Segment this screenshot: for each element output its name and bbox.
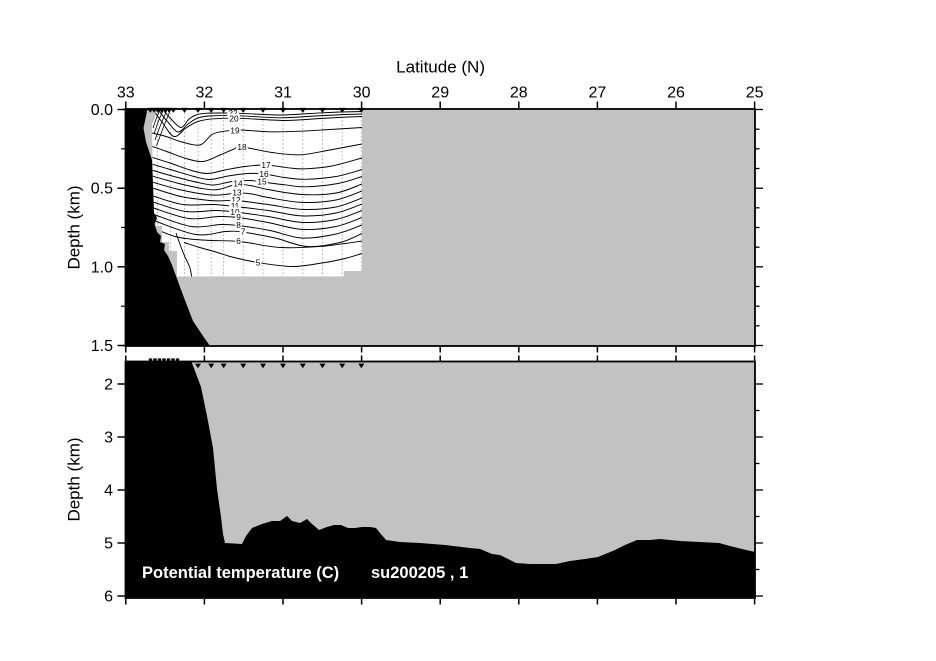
svg-text:Depth (km): Depth (km) [65, 185, 84, 269]
svg-text:7: 7 [241, 227, 246, 237]
svg-text:su200205 , 1: su200205 , 1 [371, 564, 468, 582]
svg-text:Latitude (N): Latitude (N) [396, 58, 485, 77]
svg-text:22: 22 [228, 108, 238, 118]
svg-text:5: 5 [104, 536, 113, 553]
svg-text:33: 33 [117, 85, 135, 102]
svg-text:3: 3 [104, 430, 113, 447]
svg-text:10: 10 [230, 207, 240, 217]
svg-text:4: 4 [104, 483, 113, 500]
svg-text:11: 11 [231, 201, 240, 211]
svg-text:31: 31 [274, 85, 292, 102]
svg-text:27: 27 [589, 85, 607, 102]
svg-text:32: 32 [196, 85, 214, 102]
svg-text:16: 16 [259, 169, 269, 179]
svg-text:26: 26 [667, 85, 685, 102]
svg-text:29: 29 [431, 85, 449, 102]
svg-text:2: 2 [104, 377, 113, 394]
svg-text:15: 15 [257, 177, 267, 187]
svg-text:5: 5 [256, 258, 261, 268]
svg-text:20: 20 [229, 113, 239, 123]
svg-text:1.0: 1.0 [91, 259, 113, 276]
svg-text:1.5: 1.5 [91, 338, 113, 355]
svg-text:13: 13 [232, 188, 242, 198]
svg-text:30: 30 [353, 85, 371, 102]
svg-text:17: 17 [261, 160, 271, 170]
svg-text:18: 18 [237, 142, 247, 152]
svg-text:6: 6 [236, 236, 241, 246]
svg-text:14: 14 [233, 179, 243, 189]
svg-text:Depth (km): Depth (km) [65, 437, 84, 521]
svg-text:8: 8 [236, 220, 241, 230]
svg-text:25: 25 [746, 85, 764, 102]
svg-text:28: 28 [510, 85, 528, 102]
svg-text:9: 9 [236, 212, 241, 222]
svg-text:6: 6 [104, 589, 113, 606]
svg-text:0.0: 0.0 [91, 102, 113, 119]
svg-text:0.5: 0.5 [91, 181, 113, 198]
svg-text:12: 12 [231, 195, 241, 205]
svg-text:Potential temperature (C): Potential temperature (C) [142, 564, 339, 582]
svg-text:19: 19 [230, 126, 240, 136]
